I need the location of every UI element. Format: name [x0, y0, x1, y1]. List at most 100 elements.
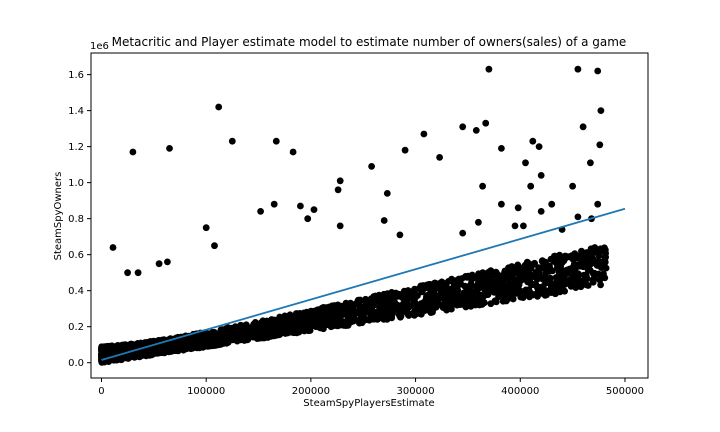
scatter-point: [257, 208, 264, 215]
scatter-point: [222, 325, 230, 332]
y-tick-label: 0.4: [68, 286, 84, 297]
scatter-point: [570, 261, 578, 268]
scatter-point: [129, 148, 137, 156]
scatter-point: [516, 271, 524, 278]
scatter-point: [536, 269, 543, 276]
scatter-point: [336, 315, 344, 323]
scatter-point: [566, 276, 573, 284]
scatter-point: [541, 291, 549, 299]
scatter-point: [571, 272, 579, 280]
scatter-point: [265, 324, 273, 332]
regression-line: [101, 207, 626, 361]
scatter-point: [485, 65, 493, 73]
scatter-point: [229, 336, 236, 344]
scatter-point: [211, 242, 218, 250]
scatter-point: [548, 200, 556, 208]
scatter-point: [396, 231, 404, 239]
scatter-point: [568, 252, 576, 259]
scatter-point: [268, 329, 276, 337]
scatter-point: [388, 314, 396, 322]
scatter-point: [436, 154, 443, 161]
scatter-point: [390, 301, 398, 309]
x-tick-label: 200000: [292, 386, 330, 397]
scatter-point: [268, 316, 276, 323]
scatter-point: [166, 145, 173, 152]
scatter-point: [529, 137, 537, 145]
scatter-point: [459, 229, 467, 237]
scatter-point: [560, 271, 567, 279]
y-tick-label: 0.8: [68, 214, 84, 225]
scatter-point: [534, 285, 542, 292]
scatter-point: [482, 273, 490, 281]
scatter-point: [569, 182, 576, 190]
y-tick-label: 1.2: [68, 142, 84, 153]
scatter-point: [320, 313, 328, 320]
scatter-point: [202, 224, 210, 232]
scatter-point: [572, 284, 580, 291]
scatter-point: [544, 262, 552, 270]
scatter-point: [380, 217, 388, 224]
scatter-point: [357, 313, 365, 320]
scatter-point: [374, 297, 382, 305]
scatter-point: [602, 253, 609, 261]
scatter-point: [450, 286, 458, 293]
scatter-point: [441, 280, 449, 287]
scatter-point: [423, 293, 430, 301]
scatter-point: [470, 295, 478, 303]
scatter-point: [479, 182, 486, 190]
scatter-point: [524, 265, 531, 272]
scatter-point: [426, 307, 434, 315]
scatter-point: [380, 312, 388, 320]
scatter-point: [515, 281, 522, 289]
scatter-point: [241, 325, 249, 333]
scatter-point: [509, 295, 517, 303]
x-tick-label: 0: [98, 386, 104, 397]
scatter-point: [155, 260, 163, 268]
scatter-point: [334, 186, 342, 194]
scatter-point: [284, 317, 292, 325]
scatter-point: [587, 159, 594, 167]
y-axis-label: SteamSpyOwners: [53, 172, 64, 261]
scatter-point: [539, 275, 547, 283]
x-tick-label: 400000: [501, 386, 539, 397]
scatter-point: [590, 275, 598, 282]
scatter-point: [520, 222, 527, 230]
scatter-point: [574, 65, 582, 73]
scatter-point: [340, 322, 348, 329]
scatter-point: [431, 299, 438, 306]
scatter-point: [368, 315, 375, 323]
scatter-point: [593, 262, 601, 269]
scatter-point: [442, 295, 450, 303]
scatter-point: [321, 305, 329, 312]
y-axis: 0.0 0.2 0.4 0.6 0.8 1.0 1.2 1.4 1.6: [68, 70, 91, 369]
scatter-point: [596, 141, 604, 149]
scatter-point: [209, 335, 216, 343]
scatter-point: [573, 278, 581, 286]
scatter-point: [333, 308, 341, 315]
scatter-point: [601, 244, 608, 252]
scatter-point: [466, 301, 474, 309]
scatter-point: [487, 267, 495, 275]
y-tick-label: 0.0: [68, 358, 84, 369]
scatter-point: [560, 257, 568, 265]
scatter-point: [527, 182, 535, 190]
scatter-point: [594, 200, 602, 208]
scatter-point: [492, 298, 500, 306]
scatter-point: [601, 274, 609, 282]
scatter-point: [522, 159, 529, 167]
scatter-point: [475, 218, 482, 226]
scatter-point: [347, 311, 354, 319]
scatter-point: [369, 308, 377, 315]
scatter-point: [355, 301, 363, 309]
scatter-point: [134, 269, 142, 277]
scatter-point: [215, 103, 223, 111]
scatter-point: [520, 292, 527, 299]
scatter-point: [566, 265, 573, 273]
scatter-point: [98, 348, 106, 355]
scatter-point: [472, 301, 479, 309]
scatter-point: [441, 303, 449, 311]
scatter-point: [523, 258, 531, 266]
scatter-point: [554, 277, 562, 285]
scatter-point: [305, 324, 312, 331]
